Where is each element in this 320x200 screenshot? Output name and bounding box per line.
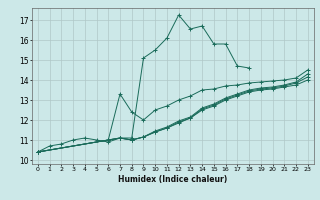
X-axis label: Humidex (Indice chaleur): Humidex (Indice chaleur) xyxy=(118,175,228,184)
